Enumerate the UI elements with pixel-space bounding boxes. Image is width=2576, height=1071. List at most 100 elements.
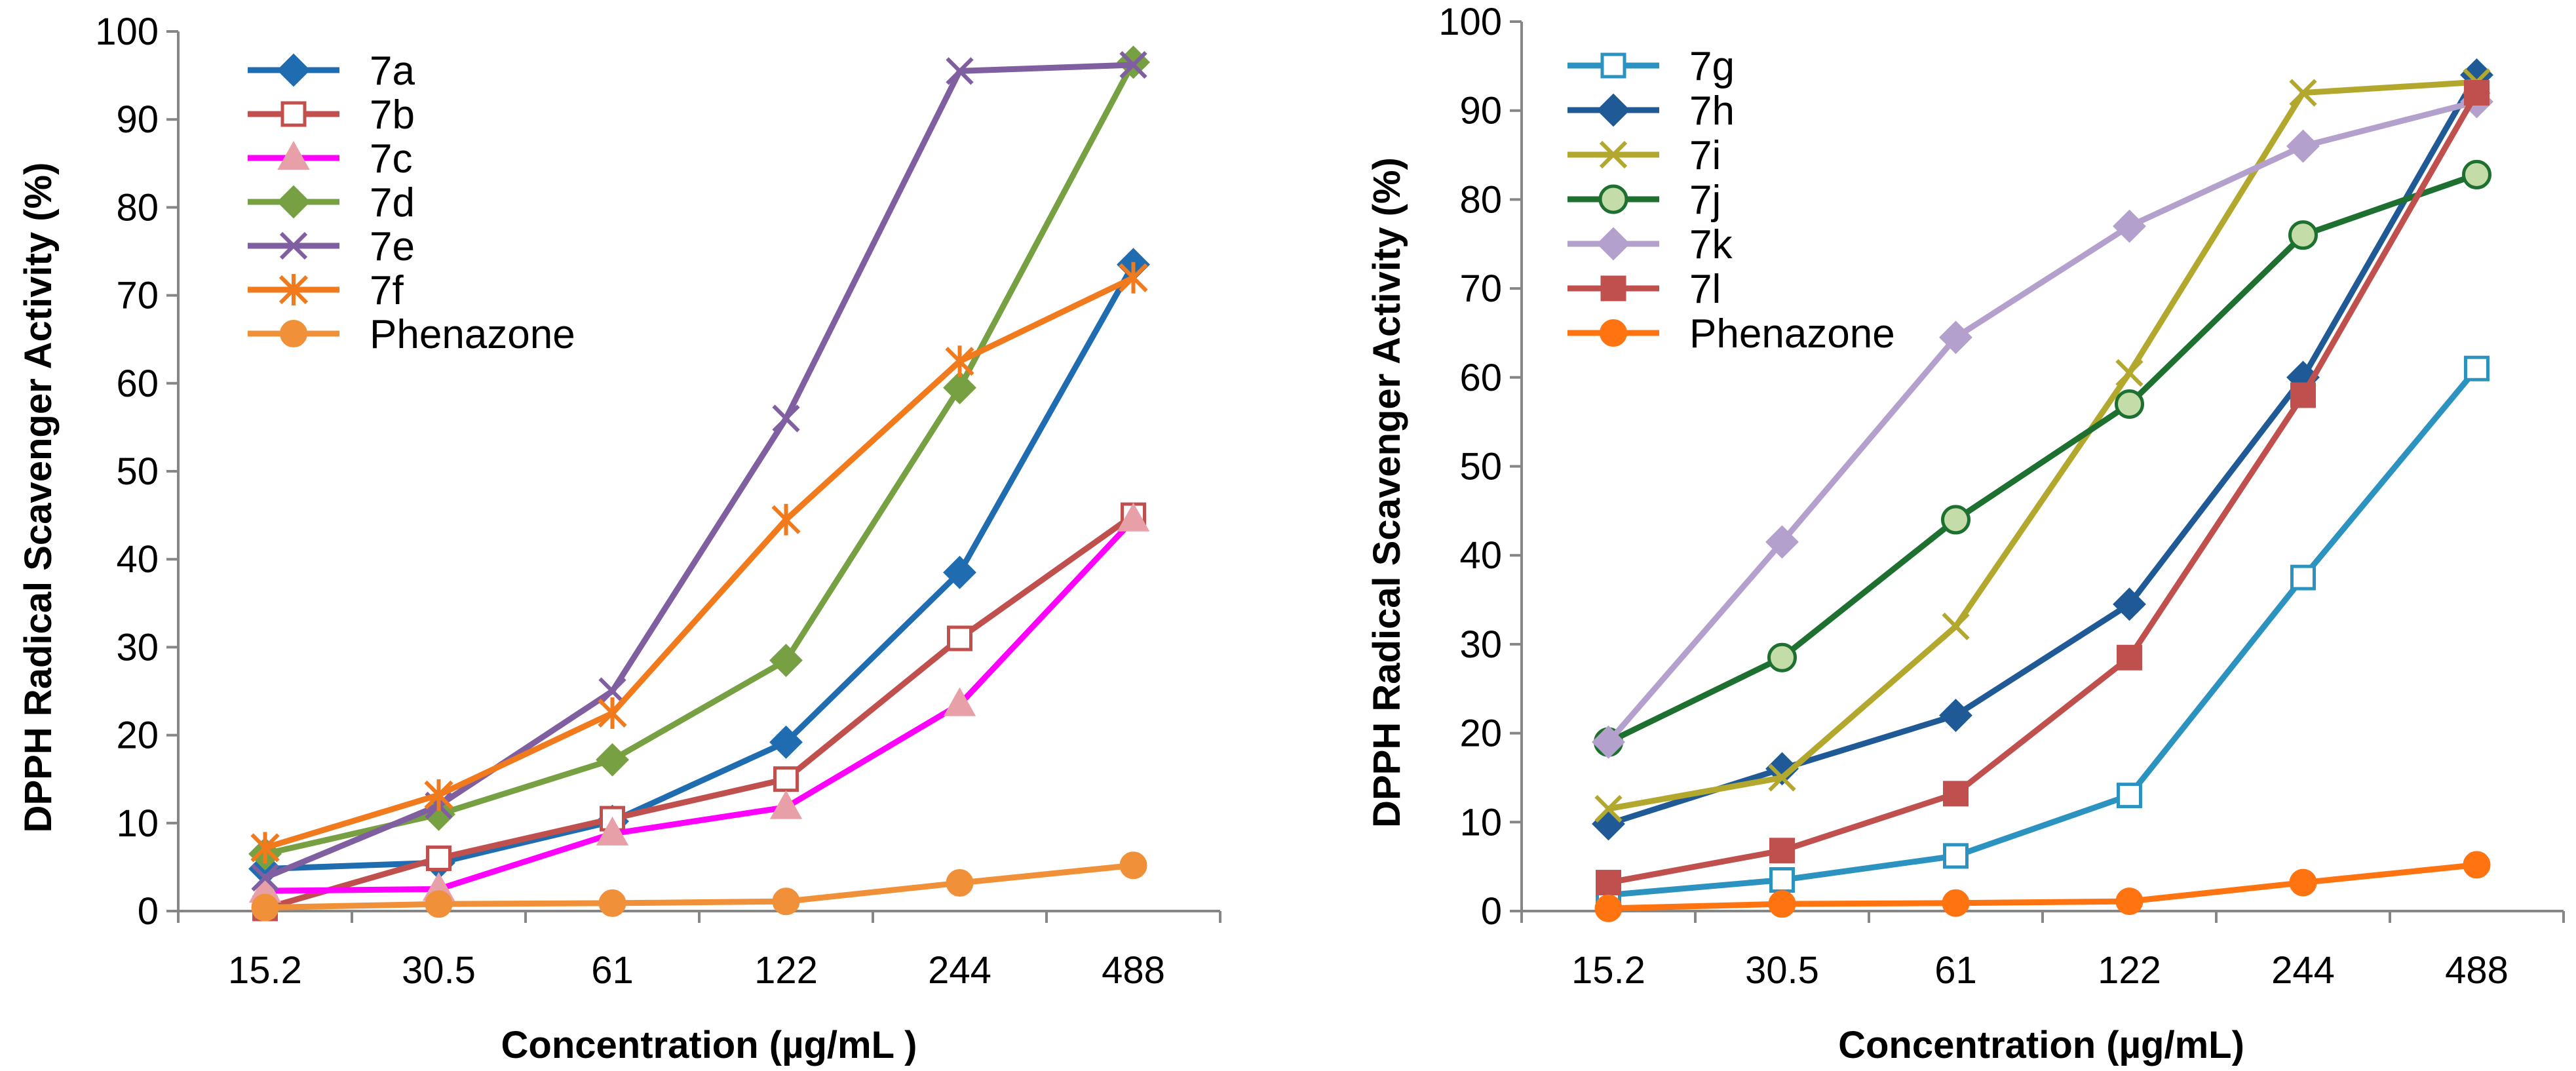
data-point [2115,887,2143,916]
data-point [772,887,800,916]
data-point [2463,851,2491,879]
data-point [250,832,280,864]
data-point [1594,894,1623,922]
data-point [947,625,972,652]
y-tick-label: 30 [116,626,159,669]
series-7j [1594,159,2491,757]
legend-label: Phenazone [370,312,575,357]
data-point [1941,505,1970,535]
y-tick-label: 20 [116,714,159,757]
data-point [426,845,452,871]
x-tick-label: 15.2 [1571,949,1645,992]
data-point [2464,355,2489,381]
x-tick-label: 122 [2098,949,2161,992]
series-line [264,275,1135,851]
data-point [2286,129,2320,163]
x-tick-label: 61 [1934,949,1977,992]
data-point [1119,50,1147,79]
data-point [2117,644,2142,671]
data-point [1119,262,1148,294]
data-point [769,790,803,819]
data-point [2290,564,2316,591]
chart-1: 0 10 20 30 40 50 60 70 80 90 100 15.2 30.5 61 122 244 48… [17,10,1221,1066]
chart-2: 0 10 20 30 40 50 60 70 80 90 100 15.2 30.5 61 122 244 48… [1366,1,2565,1066]
legend-label: 7e [370,224,415,269]
data-point [2289,79,2317,107]
x-tick-label: 30.5 [402,949,476,992]
legend-marker [1600,52,1626,79]
data-point [772,404,800,433]
y-tick-label: 40 [1459,534,1502,577]
series-7c [248,502,1150,903]
y-tick-label: 0 [1481,890,1502,933]
x-tick-label: 30.5 [1745,949,1819,992]
data-point [2113,209,2146,243]
data-point [943,687,976,716]
data-point [2117,783,2142,809]
legend-marker [277,140,310,170]
legend-label: 7b [370,92,415,138]
legend-marker [1600,319,1627,347]
data-point [1939,699,1972,732]
y-tick-label: 10 [116,802,159,845]
legend-marker [279,274,309,305]
legend-marker [277,53,311,87]
data-point [773,766,799,792]
y-tick-label: 90 [116,98,159,141]
series-line [1608,366,2479,899]
y-tick-label: 80 [1459,178,1502,221]
legend-marker [280,320,307,347]
series-Phenazone [251,851,1147,922]
y-tick-label: 100 [95,10,159,53]
data-point [1943,843,1969,869]
series-7g [1596,355,2489,908]
series-line [265,517,1136,894]
data-point [1117,502,1150,532]
legend-marker [1598,184,1628,214]
data-point [1769,867,1795,893]
x-axis-title: Concentration (µg/mL ) [501,1024,917,1066]
series-line [1606,98,2478,745]
y-tick-label: 10 [1459,801,1502,844]
legend-marker [1596,93,1630,127]
legend-label: 7g [1689,44,1735,89]
y-tick-label: 70 [116,275,159,317]
data-point [2464,80,2489,106]
y-tick-label: 60 [116,362,159,405]
data-point [598,889,626,917]
data-point [1943,781,1969,807]
data-point [1594,794,1623,823]
series-7e [251,50,1147,892]
data-point [769,644,803,677]
series-line [263,62,1134,881]
y-tick-label: 90 [1459,90,1502,132]
data-point [2113,587,2146,621]
series-line [264,60,1136,857]
data-point [596,743,629,777]
legend-marker [1599,140,1628,169]
x-tick-label: 488 [1102,949,1165,992]
data-point [2115,359,2143,387]
y-axis-title: DPPH Radical Scavenger Activity (%) [1366,157,1408,828]
data-point [424,779,453,811]
y-tick-label: 50 [116,450,159,493]
data-point [596,816,629,846]
legend-marker [1600,275,1626,302]
legend-label: 7f [370,268,404,313]
y-tick-label: 30 [1459,623,1502,666]
data-point [1939,321,1972,355]
y-tick-label: 40 [116,538,159,581]
legend-label: 7k [1689,222,1733,267]
data-point [2288,220,2318,250]
series-line [264,513,1136,912]
data-point [251,863,279,892]
data-point [945,345,974,378]
series-line [265,862,1134,911]
legend-marker [280,101,307,127]
series-7i [1594,68,2491,823]
y-tick-label: 80 [116,186,159,229]
data-point [771,503,801,536]
x-tick-label: 15.2 [228,949,302,992]
